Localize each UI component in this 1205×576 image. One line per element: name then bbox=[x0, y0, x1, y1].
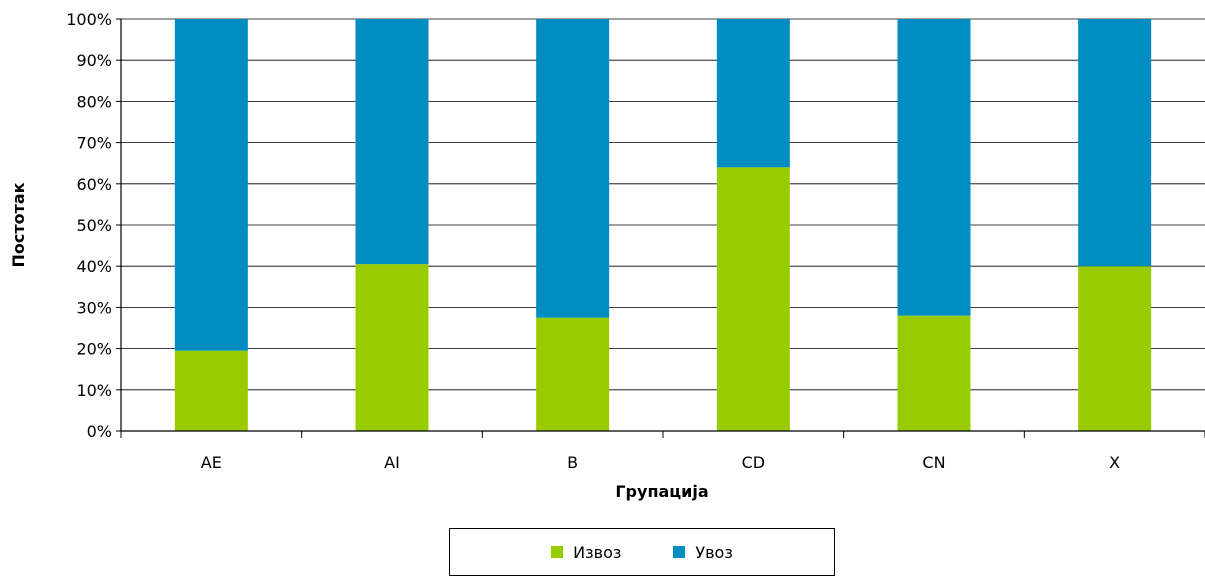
bar-b-series-1 bbox=[536, 19, 610, 318]
y-tick-label: 70% bbox=[76, 134, 112, 153]
y-tick-label: 30% bbox=[76, 298, 112, 317]
legend-item-export: Извоз bbox=[551, 543, 621, 562]
y-tick-label: 10% bbox=[76, 381, 112, 400]
legend-swatch-export bbox=[551, 546, 564, 558]
y-tick-label: 60% bbox=[76, 175, 112, 194]
legend-item-import: Увоз bbox=[673, 542, 733, 562]
bar-b-series-0 bbox=[536, 317, 610, 431]
y-axis-title: Постотак bbox=[9, 182, 28, 267]
y-tick-label: 50% bbox=[76, 216, 112, 235]
y-tick-label: 100% bbox=[66, 10, 112, 29]
axes bbox=[116, 18, 1205, 438]
x-tick-label: CN bbox=[922, 453, 945, 472]
bar-ai-series-0 bbox=[355, 264, 429, 431]
bar-cd-series-0 bbox=[716, 167, 790, 431]
stacked-bar-chart: 0% 10% 20% 30% 40% 50% 60% 70% 80% 90% 100% AE AI B C… bbox=[9, 10, 1205, 501]
legend-label-import: Увоз bbox=[695, 542, 733, 562]
gridlines bbox=[121, 18, 1205, 391]
legend: Извоз Увоз bbox=[449, 528, 835, 576]
bar-cd-series-1 bbox=[716, 19, 790, 168]
y-tick-label: 20% bbox=[76, 340, 112, 359]
x-tick-label: B bbox=[567, 453, 578, 472]
y-tick-labels: 0% 10% 20% 30% 40% 50% 60% 70% 80% 90% 100% bbox=[66, 10, 112, 441]
legend-label-export: Извоз bbox=[573, 542, 622, 562]
x-tick-label: X bbox=[1109, 453, 1120, 472]
x-axis-title: Групација bbox=[615, 482, 708, 501]
bar-ai-series-1 bbox=[355, 19, 429, 265]
y-tick-label: 0% bbox=[87, 422, 112, 441]
bar-cn-series-0 bbox=[897, 315, 971, 431]
y-tick-label: 40% bbox=[76, 257, 112, 276]
y-tick-label: 80% bbox=[76, 92, 112, 111]
x-tick-label: CD bbox=[742, 453, 766, 472]
y-tick-label: 90% bbox=[76, 51, 112, 70]
x-tick-labels: AE AI B CD CN X bbox=[201, 453, 1120, 472]
x-tick-label: AI bbox=[384, 453, 400, 472]
bars bbox=[174, 19, 1152, 431]
bar-x-series-0 bbox=[1078, 266, 1152, 431]
x-tick-label: AE bbox=[201, 453, 222, 472]
bar-ae-series-0 bbox=[174, 350, 248, 431]
bar-x-series-1 bbox=[1078, 19, 1152, 267]
bar-ae-series-1 bbox=[174, 19, 248, 351]
bar-cn-series-1 bbox=[897, 19, 971, 316]
legend-swatch-import bbox=[673, 546, 686, 558]
